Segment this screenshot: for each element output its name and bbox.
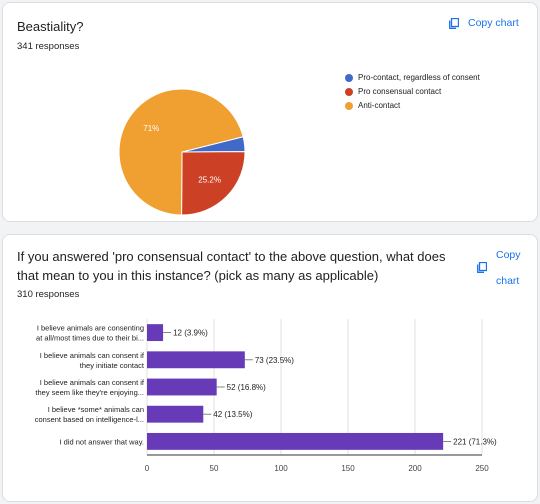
copy-chart-button-line2[interactable]: chart — [496, 275, 520, 287]
question-title: If you answered 'pro consensual contact'… — [17, 249, 446, 283]
category-label: I believe animals are consenting — [37, 324, 144, 333]
category-label: consent based on intelligence-l... — [35, 415, 144, 424]
category-label: I believe animals can consent if — [40, 351, 145, 360]
question-title: Beastiality? — [17, 19, 84, 34]
category-label: I believe *some* animals can — [48, 405, 144, 414]
legend-swatch — [345, 101, 353, 110]
bar-value-label: 42 (13.5%) — [213, 410, 252, 419]
response-count: 310 responses — [17, 289, 80, 300]
x-tick-label: 50 — [210, 464, 219, 473]
x-tick-label: 0 — [145, 464, 150, 473]
bar-value-label: 73 (23.5%) — [255, 356, 294, 365]
legend-label: Pro-contact, regardless of consent — [358, 73, 480, 82]
legend-item: Anti-contact — [345, 101, 400, 110]
slice-label: 71% — [143, 124, 159, 133]
bar-value-label: 221 (71.3%) — [453, 437, 497, 446]
pie-slice — [118, 88, 244, 216]
bar-chart: 0 50 100 150 200 250 12 (3.9%) I believe animal… — [35, 319, 497, 473]
question-card-2: If you answered 'pro consensual contact'… — [2, 234, 538, 502]
x-tick-label: 150 — [341, 464, 355, 473]
bar — [147, 378, 217, 396]
bar — [147, 405, 204, 423]
legend-label: Anti-contact — [358, 101, 401, 110]
category-label: I believe animals can consent if — [40, 378, 145, 387]
slice-label: 25.2% — [198, 176, 221, 185]
legend-item: Pro-contact, regardless of consent — [345, 73, 480, 82]
bar — [147, 351, 245, 369]
category-label: at all/most times due to their bi... — [36, 334, 144, 343]
bar-value-label: 12 (3.9%) — [173, 329, 208, 338]
category-label: I did not answer that way. — [60, 437, 145, 446]
question-card-1: Beastiality? 341 responses Copy chart 25… — [2, 2, 538, 222]
copy-chart-button-line1[interactable]: Copy — [496, 249, 521, 261]
pie-slice — [181, 151, 246, 216]
legend-item: Pro consensual contact — [345, 87, 441, 96]
copy-icon[interactable] — [449, 18, 459, 29]
pie-chart: 25.2% 71% — [118, 88, 246, 216]
response-count: 341 responses — [17, 41, 80, 52]
category-label: they initiate contact — [80, 361, 145, 370]
bar-value-label: 52 (16.8%) — [227, 383, 266, 392]
category-label: they seem like they're enjoying... — [35, 388, 144, 397]
legend-label: Pro consensual contact — [358, 87, 442, 96]
x-tick-label: 250 — [475, 464, 489, 473]
bar — [147, 432, 444, 450]
copy-icon[interactable] — [477, 262, 487, 273]
x-tick-label: 200 — [408, 464, 422, 473]
legend-swatch — [345, 87, 353, 96]
legend-swatch — [345, 73, 353, 82]
x-tick-label: 100 — [274, 464, 288, 473]
copy-chart-button[interactable]: Copy chart — [468, 17, 519, 29]
bar — [147, 324, 164, 342]
